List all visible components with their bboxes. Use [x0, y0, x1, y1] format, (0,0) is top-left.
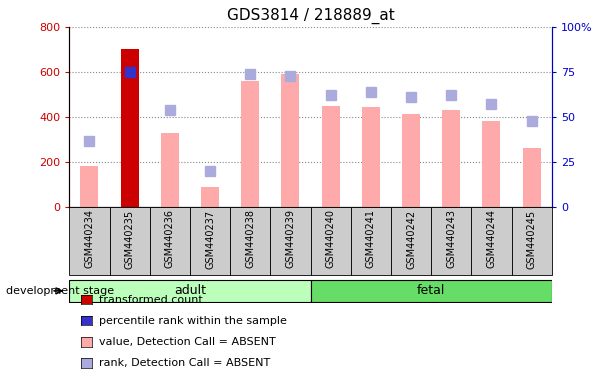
Text: GSM440240: GSM440240: [326, 209, 336, 268]
Text: GSM440243: GSM440243: [446, 209, 456, 268]
Bar: [472, 207, 511, 275]
Bar: [270, 207, 311, 275]
Text: GSM440236: GSM440236: [165, 209, 175, 268]
Text: GSM440237: GSM440237: [205, 209, 215, 268]
Bar: [201, 187, 219, 207]
Bar: [69, 280, 311, 302]
Text: GSM440242: GSM440242: [406, 209, 416, 268]
Text: GSM440244: GSM440244: [487, 209, 496, 268]
Bar: [402, 114, 420, 207]
Text: GSM440234: GSM440234: [84, 209, 95, 268]
Text: fetal: fetal: [417, 285, 446, 297]
Text: GSM440241: GSM440241: [366, 209, 376, 268]
Bar: [241, 81, 259, 207]
Text: GSM440239: GSM440239: [285, 209, 295, 268]
Bar: [110, 207, 150, 275]
Bar: [161, 133, 179, 207]
Bar: [362, 107, 380, 207]
Text: value, Detection Call = ABSENT: value, Detection Call = ABSENT: [99, 337, 276, 347]
Text: adult: adult: [174, 285, 206, 297]
Bar: [69, 207, 110, 275]
Bar: [431, 207, 472, 275]
Bar: [80, 166, 98, 207]
Text: percentile rank within the sample: percentile rank within the sample: [99, 316, 288, 326]
Text: GSM440238: GSM440238: [245, 209, 255, 268]
Text: development stage: development stage: [6, 286, 114, 296]
Bar: [523, 147, 541, 207]
Text: rank, Detection Call = ABSENT: rank, Detection Call = ABSENT: [99, 358, 271, 368]
Title: GDS3814 / 218889_at: GDS3814 / 218889_at: [227, 8, 394, 24]
Bar: [121, 50, 139, 207]
Bar: [391, 207, 431, 275]
Bar: [321, 106, 339, 207]
Bar: [442, 110, 460, 207]
Bar: [511, 207, 552, 275]
Bar: [482, 121, 500, 207]
Text: transformed count: transformed count: [99, 295, 203, 305]
Bar: [230, 207, 270, 275]
Bar: [282, 74, 300, 207]
Text: GSM440245: GSM440245: [526, 209, 537, 268]
Bar: [311, 280, 552, 302]
Text: GSM440235: GSM440235: [125, 209, 134, 268]
Bar: [311, 207, 351, 275]
Bar: [351, 207, 391, 275]
Bar: [150, 207, 190, 275]
Bar: [190, 207, 230, 275]
